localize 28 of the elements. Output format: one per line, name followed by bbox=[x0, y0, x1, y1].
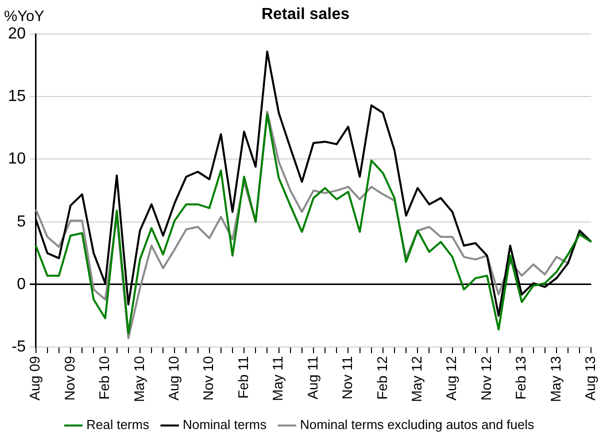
x-tick-label: Feb 13 bbox=[512, 356, 529, 400]
x-tick-label: May 13 bbox=[547, 356, 564, 402]
x-tick-label: Aug 09 bbox=[26, 356, 43, 400]
x-tick-label: May 10 bbox=[130, 356, 147, 402]
x-tick-label: Aug 13 bbox=[582, 356, 598, 400]
legend-label: Nominal terms bbox=[182, 417, 268, 432]
x-tick-label: Nov 10 bbox=[200, 356, 216, 400]
y-tick-label: 15 bbox=[8, 88, 26, 106]
x-tick-label: May 12 bbox=[408, 356, 424, 402]
x-tick-label: Aug 12 bbox=[443, 356, 460, 400]
x-tick-label: Aug 10 bbox=[166, 356, 182, 400]
legend-label: Nominal terms excluding autos and fuels bbox=[300, 417, 535, 432]
y-tick-label: -5 bbox=[12, 338, 26, 356]
x-tick-label: Feb 12 bbox=[374, 356, 390, 400]
x-tick-label: Aug 11 bbox=[304, 356, 320, 400]
y-tick-label: 20 bbox=[8, 25, 26, 42]
y-tick-label: 10 bbox=[8, 150, 26, 168]
y-tick-label: 5 bbox=[16, 213, 26, 230]
x-tick-label: Nov 12 bbox=[478, 356, 494, 400]
x-tick-label: Feb 10 bbox=[96, 356, 112, 400]
x-tick-label: Nov 11 bbox=[339, 356, 356, 400]
x-tick-label: May 11 bbox=[270, 356, 286, 401]
legend-label: Real terms bbox=[86, 417, 150, 432]
y-axis-title: %YoY bbox=[4, 8, 44, 25]
y-tick-label: 0 bbox=[16, 276, 26, 293]
x-tick-label: Nov 09 bbox=[61, 356, 78, 400]
chart-title: Retail sales bbox=[261, 6, 350, 23]
x-tick-label: Feb 11 bbox=[234, 356, 251, 399]
